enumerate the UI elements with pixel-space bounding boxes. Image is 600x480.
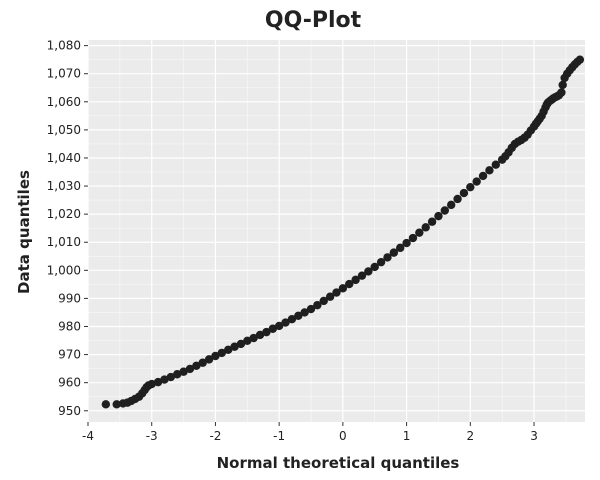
data-point <box>230 342 239 351</box>
x-tick-label: -1 <box>273 429 285 443</box>
data-point <box>351 275 360 285</box>
data-point <box>557 88 566 97</box>
data-point <box>262 327 271 337</box>
data-point <box>179 367 188 376</box>
x-tick-label: 2 <box>466 429 474 443</box>
data-point <box>274 321 284 331</box>
data-point <box>421 223 430 232</box>
y-tick-label: 960 <box>58 376 81 390</box>
data-point <box>408 233 418 243</box>
y-tick-label: 1,030 <box>47 179 81 193</box>
data-point <box>204 355 214 364</box>
data-point <box>396 243 405 253</box>
data-point <box>294 311 303 321</box>
data-point <box>478 171 488 181</box>
data-point <box>287 314 297 324</box>
chart-title: QQ-Plot <box>265 8 362 33</box>
data-point <box>459 188 469 198</box>
data-point <box>345 279 354 289</box>
data-point <box>332 288 341 297</box>
data-point <box>223 345 233 355</box>
data-point <box>338 284 348 293</box>
data-point <box>306 304 316 314</box>
x-tick-label: -2 <box>209 429 221 443</box>
data-point <box>198 358 207 367</box>
data-point <box>402 238 411 248</box>
x-axis-title: Normal theoretical quantiles <box>217 454 460 472</box>
data-point <box>370 262 379 272</box>
y-tick-label: 980 <box>58 320 81 334</box>
data-point <box>281 318 290 327</box>
data-point <box>472 177 481 186</box>
plot-area <box>88 40 585 422</box>
y-tick-label: 1,050 <box>47 123 81 137</box>
data-point <box>300 308 309 317</box>
data-point <box>319 296 328 306</box>
data-point <box>466 182 475 192</box>
y-tick-label: 1,000 <box>47 263 81 277</box>
data-point <box>243 336 252 346</box>
data-point <box>192 361 201 371</box>
x-tick-label: 3 <box>530 429 538 443</box>
data-point <box>427 217 437 226</box>
x-tick-label: -4 <box>82 429 94 443</box>
x-tick-label: -3 <box>146 429 158 443</box>
y-tick-label: 1,020 <box>47 207 81 221</box>
y-tick-label: 990 <box>58 291 81 305</box>
data-point <box>236 339 246 349</box>
data-point <box>491 160 500 169</box>
y-tick-label: 1,070 <box>47 67 81 81</box>
data-point <box>185 364 195 374</box>
data-point <box>434 211 443 221</box>
y-tick-label: 970 <box>58 348 81 362</box>
data-point <box>558 80 567 90</box>
data-point <box>101 400 111 409</box>
data-point <box>325 292 335 301</box>
data-point <box>376 257 386 267</box>
y-tick-label: 1,010 <box>47 235 81 249</box>
data-point <box>147 379 156 389</box>
data-point <box>453 194 462 204</box>
data-point <box>415 228 424 237</box>
data-point <box>153 377 163 387</box>
data-point <box>211 351 220 361</box>
y-tick-label: 1,080 <box>47 39 81 53</box>
data-point <box>112 400 121 409</box>
y-tick-label: 1,060 <box>47 95 81 109</box>
data-points <box>101 55 585 409</box>
data-point <box>389 248 399 257</box>
data-point <box>575 55 585 64</box>
data-point <box>446 200 456 210</box>
data-point <box>440 206 450 215</box>
x-tick-label: 1 <box>403 429 411 443</box>
data-point <box>364 267 373 276</box>
y-tick-label: 950 <box>58 404 81 418</box>
data-point <box>268 324 277 333</box>
y-tick-label: 1,040 <box>47 151 81 165</box>
data-point <box>217 348 227 358</box>
data-point <box>313 300 322 310</box>
data-point <box>173 370 182 379</box>
data-point <box>255 330 265 340</box>
data-point <box>357 271 367 280</box>
data-point <box>383 253 392 262</box>
data-point <box>166 372 176 382</box>
x-tick-label: 0 <box>339 429 347 443</box>
y-axis-title: Data quantiles <box>15 170 33 294</box>
axes: -4 -3 -2 -1 0 1 2 3 950 960 970 980 990 1,000 1,010 1,0… <box>47 39 538 443</box>
data-point <box>249 333 258 343</box>
data-point <box>160 375 169 384</box>
data-point <box>485 166 494 175</box>
